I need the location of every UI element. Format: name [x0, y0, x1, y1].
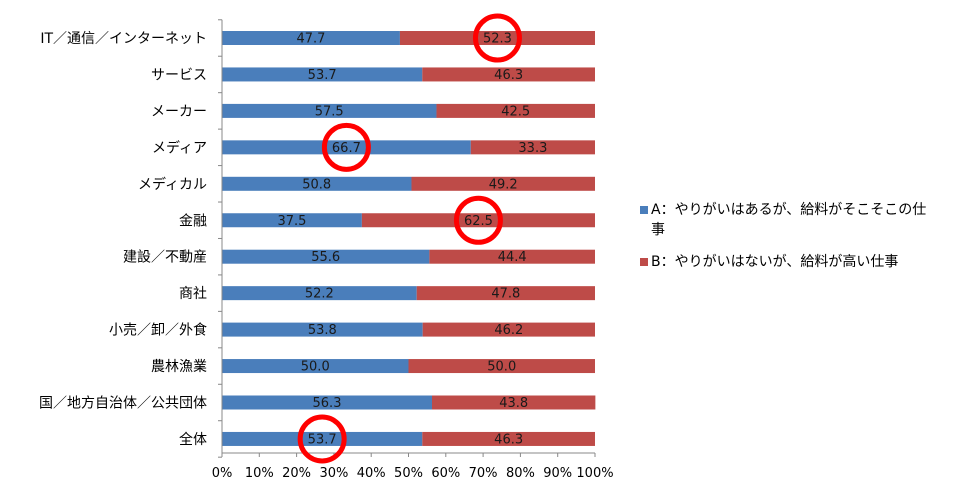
bar-segment-b — [408, 359, 595, 374]
bar-segment-a — [222, 431, 423, 446]
x-tick-label: 80% — [506, 466, 535, 481]
x-tick-label: 90% — [543, 466, 572, 481]
bar-segment-a — [222, 322, 423, 337]
highlight-circle — [453, 195, 503, 245]
category-label: サービス — [151, 67, 207, 83]
legend-item-a: A：やりがいはあるが、給料がそこそこの仕事 — [640, 200, 940, 240]
bar-segment-a — [222, 249, 430, 264]
category-label: 農林漁業 — [151, 359, 207, 375]
x-tick-label: 40% — [357, 466, 386, 481]
bar-segment-a — [222, 31, 400, 45]
bar-segment-b — [416, 286, 595, 301]
legend-swatch-b — [640, 258, 648, 266]
category-label: メディア — [152, 139, 207, 156]
x-tick-label: 0% — [212, 466, 233, 481]
category-label: 小売／卸／外食 — [109, 322, 207, 339]
data-label: 50.0 — [301, 360, 330, 375]
data-label: 43.8 — [499, 396, 528, 411]
x-tick-label: 30% — [319, 466, 348, 481]
bar-segment-b — [399, 31, 595, 45]
highlight-layer — [297, 13, 522, 464]
bar-segment-b — [422, 431, 595, 446]
x-tick-label: 60% — [431, 466, 460, 481]
bar-segment-b — [431, 395, 596, 410]
data-label: 62.5 — [464, 214, 493, 229]
bar-segment-a — [222, 213, 362, 228]
x-tick-label: 20% — [282, 466, 311, 481]
x-tick-label: 50% — [394, 466, 423, 481]
data-label: 46.3 — [494, 432, 523, 447]
data-label: 52.2 — [305, 287, 334, 302]
data-label: 53.7 — [308, 68, 337, 83]
bar-segment-a — [222, 140, 471, 155]
highlight-circle — [321, 122, 371, 172]
category-label: 全体 — [179, 431, 207, 448]
data-label: 55.6 — [311, 250, 340, 265]
bar-segment-b — [436, 103, 595, 118]
x-tick-label: 100% — [576, 466, 613, 481]
data-label: 53.8 — [308, 323, 337, 338]
bars-layer — [222, 31, 596, 446]
data-label: 66.7 — [332, 141, 361, 156]
data-label: 50.0 — [487, 360, 516, 375]
highlight-circle — [297, 414, 347, 464]
data-label: 53.7 — [308, 432, 337, 447]
bar-segment-a — [222, 103, 437, 118]
data-label: 47.8 — [491, 287, 520, 302]
category-label: メーカー — [151, 104, 207, 120]
data-label: 49.2 — [489, 177, 518, 192]
bar-segment-b — [411, 176, 595, 191]
bar-segment-b — [422, 322, 595, 337]
category-label: 建設／不動産 — [123, 250, 207, 266]
category-label: 商社 — [179, 286, 207, 302]
bar-segment-a — [222, 395, 432, 410]
bar-segment-a — [222, 286, 417, 301]
bar-segment-a — [222, 67, 423, 82]
data-label: 46.3 — [494, 68, 523, 83]
legend: A：やりがいはあるが、給料がそこそこの仕事 B：やりがいはないが、給料が高い仕事 — [640, 200, 940, 284]
labels-layer: 47.7 52.3 IT／通信／インターネット 53.7 46.3 サービス 57.5 42.… — [39, 31, 547, 448]
legend-swatch-a — [640, 206, 648, 214]
x-tick-label: 70% — [469, 466, 498, 481]
data-label: 57.5 — [315, 104, 344, 119]
category-label: 国／地方自治体／公共団体 — [39, 396, 207, 412]
data-label: 47.7 — [296, 32, 325, 47]
bar-segment-a — [222, 176, 412, 191]
bar-segment-a — [222, 359, 409, 374]
data-label: 42.5 — [501, 104, 530, 119]
data-label: 44.4 — [498, 250, 527, 265]
data-label: 50.8 — [302, 177, 331, 192]
legend-label-a: A：やりがいはあるが、給料がそこそこの仕事 — [651, 202, 927, 238]
category-label: 金融 — [179, 213, 207, 229]
bar-segment-b — [361, 213, 595, 228]
category-label: メディカル — [138, 176, 207, 193]
legend-item-b: B：やりがいはないが、給料が高い仕事 — [640, 252, 940, 272]
legend-label-b: B：やりがいはないが、給料が高い仕事 — [651, 254, 899, 270]
bar-segment-b — [422, 67, 595, 82]
data-label: 46.2 — [494, 323, 523, 338]
data-label: 33.3 — [518, 141, 547, 156]
category-label: IT／通信／インターネット — [40, 31, 207, 47]
data-label: 37.5 — [277, 214, 306, 229]
data-label: 56.3 — [313, 396, 342, 411]
bar-segment-b — [429, 249, 595, 264]
data-label: 52.3 — [483, 32, 512, 47]
bar-segment-b — [470, 140, 595, 155]
axis-layer: 0% 10% 20% 30% 40% 50% 60% 70% 80% 90% 100% — [212, 19, 614, 481]
x-tick-label: 10% — [245, 466, 274, 481]
highlight-circle — [472, 13, 522, 63]
